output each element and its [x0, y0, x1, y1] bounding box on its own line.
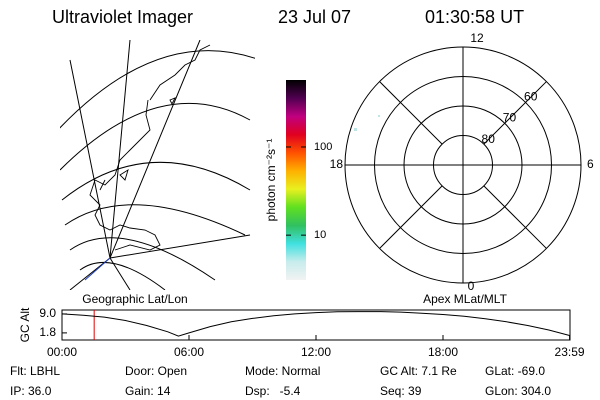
data-speck: [378, 115, 380, 117]
status-field: Flt: LBHL: [10, 364, 60, 378]
status-field: GLon: 304.0: [485, 384, 551, 398]
colorbar-label: photon cm⁻²s⁻¹: [264, 139, 278, 222]
map: [60, 40, 255, 290]
time: 01:30:58 UT: [425, 7, 524, 27]
colorbar: [286, 80, 306, 280]
date: 23 Jul 07: [278, 7, 351, 27]
meridian: [69, 59, 111, 259]
meridian: [109, 234, 251, 259]
graticule: [60, 50, 255, 129]
island: [119, 97, 176, 181]
status-field: GLat: -69.0: [485, 364, 545, 378]
status-field: Door: Open: [125, 364, 187, 378]
polar-diagonal: [483, 185, 547, 249]
x-tick-label: 23:59: [555, 345, 585, 359]
x-tick-label: 00:00: [47, 345, 77, 359]
coastline: [89, 44, 211, 251]
graticule: [79, 261, 166, 290]
meridian: [109, 40, 201, 259]
status-field: Seq: 39: [380, 384, 422, 398]
y-tick-label: 9.0: [39, 306, 56, 320]
y-tick-label: 1.8: [39, 325, 56, 339]
status-field: Mode: Normal: [245, 364, 320, 378]
polar-hour-label: 18: [330, 157, 344, 171]
instrument-title: Ultraviolet Imager: [52, 7, 193, 27]
status-field: GC Alt: 7.1 Re: [380, 364, 457, 378]
status-field: Gain: 14: [125, 384, 171, 398]
polar-hour-label: 6: [587, 157, 594, 171]
y-axis-label: GC Alt: [18, 307, 32, 342]
status-field: Dsp: -5.4: [245, 384, 301, 398]
x-tick-label: 06:00: [174, 345, 204, 359]
graticule: [64, 204, 246, 236]
status-field: IP: 36.0: [10, 384, 52, 398]
track: [84, 257, 111, 281]
x-tick-label: 12:00: [301, 345, 331, 359]
colorbar-tick-label: 100: [314, 141, 332, 153]
meridian: [109, 40, 131, 259]
polar-hour-label: 12: [470, 31, 484, 45]
x-tick-label: 18:00: [428, 345, 458, 359]
polar-diagonal: [379, 185, 443, 249]
polar-diagonal: [483, 81, 547, 145]
graticule: [60, 102, 251, 171]
meridian: [109, 257, 131, 290]
map-label: Geographic Lat/Lon: [82, 292, 187, 306]
graticule: [61, 161, 251, 201]
data-speck: [354, 128, 357, 131]
polar-label: Apex MLat/MLT: [423, 292, 507, 306]
polar-hour-label: 0: [468, 279, 475, 293]
gc-alt-line: [61, 311, 570, 337]
polar-diagonal: [379, 81, 443, 145]
colorbar-tick-label: 10: [314, 229, 326, 241]
graticule: [69, 237, 216, 281]
